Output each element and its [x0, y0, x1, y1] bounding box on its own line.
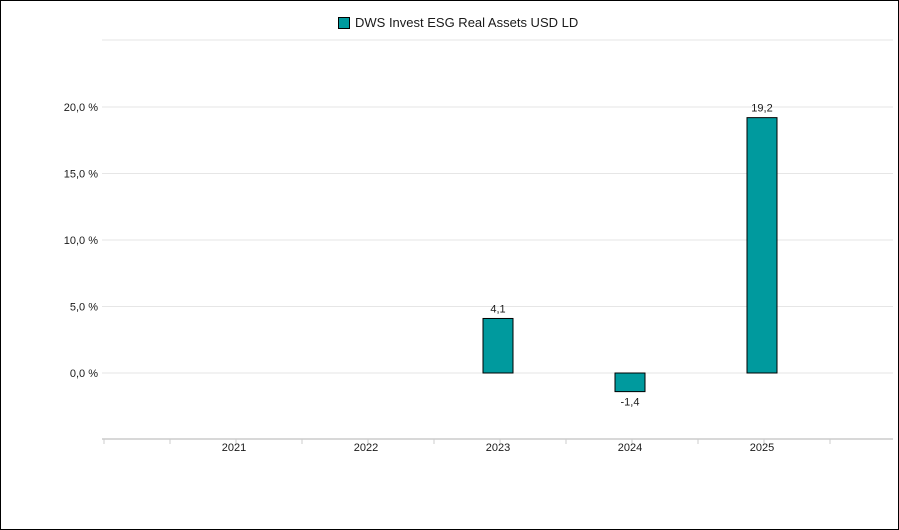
y-tick-label: 10,0 %: [64, 235, 98, 247]
bar: [746, 117, 778, 374]
bar: [614, 372, 646, 393]
data-label: -1,4: [621, 397, 640, 409]
x-tick-label: 2025: [750, 442, 774, 454]
y-tick-label: 20,0 %: [64, 102, 98, 114]
legend-swatch: [338, 16, 350, 29]
legend: DWS Invest ESG Real Assets USD LD: [338, 15, 578, 30]
data-label: 19,2: [751, 103, 772, 115]
y-tick-label: 0,0 %: [70, 368, 98, 380]
bar: [482, 317, 514, 374]
legend-label: DWS Invest ESG Real Assets USD LD: [355, 15, 579, 30]
x-tick-label: 2021: [222, 442, 246, 454]
data-label: 4,1: [490, 303, 505, 315]
x-tick-label: 2022: [354, 442, 378, 454]
x-tick-label: 2023: [486, 442, 510, 454]
x-tick-label: 2024: [618, 442, 642, 454]
y-tick-label: 5,0 %: [70, 302, 98, 314]
y-tick-label: 15,0 %: [64, 169, 98, 181]
